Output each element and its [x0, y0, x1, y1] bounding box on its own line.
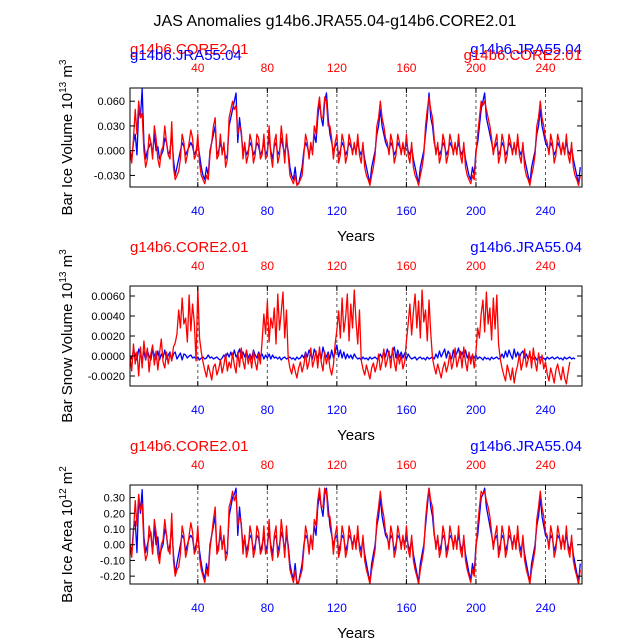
- y-axis-title-exp: 12: [58, 488, 69, 500]
- y-axis-title-unit-exp: 3: [58, 59, 69, 65]
- x-tick-label-top: 80: [261, 61, 275, 75]
- y-tick-label: 0.00: [104, 540, 125, 552]
- y-axis-title: Bar Snow Volume 1013 m3: [58, 249, 76, 423]
- legend-jra: g14b6.JRA55.04: [470, 41, 582, 58]
- x-tick-label-top: 40: [191, 458, 205, 472]
- x-tick-label-top: 240: [535, 61, 555, 75]
- y-axis-title-unit-exp: 2: [58, 466, 69, 472]
- panel-1: -0.030 0.000 0.030 0.060 40 40 80 80 120 120 160 16…: [58, 41, 583, 245]
- x-tick-label-bottom: 240: [535, 601, 555, 615]
- x-tick-label-top: 160: [396, 458, 416, 472]
- y-axis-title-unit: m: [59, 472, 76, 489]
- x-tick-label-bottom: 40: [191, 601, 205, 615]
- y-tick-label: 0.20: [104, 508, 125, 520]
- x-tick-label-top: 120: [327, 259, 347, 273]
- y-axis-title-exp: 13: [58, 81, 69, 93]
- y-axis-title: Bar Ice Volume 1013 m3: [58, 59, 76, 215]
- x-tick-label-bottom: 240: [535, 403, 555, 417]
- figure-title: JAS Anomalies g14b6.JRA55.04-g14b6.CORE2…: [154, 13, 517, 30]
- series-line-core: [130, 487, 581, 584]
- x-tick-label-bottom: 160: [396, 204, 416, 218]
- y-tick-label: 0.0020: [91, 331, 125, 343]
- x-tick-label-top: 120: [327, 61, 347, 75]
- x-tick-label-bottom: 120: [327, 403, 347, 417]
- y-tick-label: 0.060: [97, 96, 125, 108]
- series-line-core: [130, 287, 571, 385]
- x-tick-label-top: 240: [535, 458, 555, 472]
- y-tick-label: 0.000: [97, 146, 125, 158]
- x-axis-title: Years: [337, 625, 375, 638]
- panel-2: -0.0020 0.0000 0.0020 0.0040 0.0060 40 40 80 80 1…: [58, 239, 583, 444]
- series-line-jra: [130, 344, 576, 361]
- x-tick-label-top: 160: [396, 259, 416, 273]
- x-tick-label-bottom: 80: [261, 204, 275, 218]
- y-tick-label: 0.0040: [91, 311, 125, 323]
- plot-frame: [129, 484, 583, 585]
- x-tick-label-bottom: 200: [466, 204, 486, 218]
- legend-jra: g14b6.JRA55.04: [470, 239, 582, 256]
- panels: -0.030 0.000 0.030 0.060 40 40 80 80 120 120 160 16…: [58, 41, 583, 638]
- y-tick-label: 0.0000: [91, 351, 125, 363]
- legend-core: g14b6.CORE2.01: [130, 438, 248, 455]
- x-tick-label-bottom: 200: [466, 601, 486, 615]
- x-tick-label-bottom: 40: [191, 204, 205, 218]
- x-tick-label-top: 80: [261, 259, 275, 273]
- x-tick-label-bottom: 120: [327, 601, 347, 615]
- y-axis-title-main: Bar Snow Volume 10: [59, 283, 76, 423]
- legend-jra: g14b6.JRA55.04: [470, 438, 582, 455]
- x-tick-label-top: 200: [466, 458, 486, 472]
- y-tick-label: -0.10: [100, 555, 125, 567]
- series-line-core: [130, 96, 581, 187]
- x-tick-label-bottom: 120: [327, 204, 347, 218]
- x-tick-label-top: 160: [396, 61, 416, 75]
- x-tick-label-bottom: 160: [396, 601, 416, 615]
- legend-core: g14b6.CORE2.01: [130, 41, 248, 58]
- plot-frame: [129, 87, 583, 188]
- x-axis-title: Years: [337, 228, 375, 245]
- x-tick-label-top: 200: [466, 61, 486, 75]
- y-axis-title-main: Bar Ice Area 10: [59, 499, 76, 602]
- y-tick-label: -0.0020: [88, 371, 125, 383]
- y-tick-label: -0.030: [94, 170, 125, 182]
- x-tick-label-bottom: 240: [535, 204, 555, 218]
- legend-core-overlap: g14b6.CORE2.01: [464, 47, 582, 64]
- x-tick-label-top: 40: [191, 259, 205, 273]
- legend-jra-overlap: g14b6.JRA55.04: [130, 47, 242, 64]
- y-tick-label: 0.030: [97, 121, 125, 133]
- y-tick-label: 0.30: [104, 493, 125, 505]
- legend-core: g14b6.CORE2.01: [130, 239, 248, 256]
- y-axis-title-exp: 13: [58, 271, 69, 283]
- x-tick-label-bottom: 40: [191, 403, 205, 417]
- y-axis-title-unit: m: [59, 65, 76, 82]
- panel-3: -0.20 -0.10 0.00 0.10 0.20 0.30 40 40 80 80 120 120…: [58, 438, 583, 638]
- x-axis-title: Years: [337, 427, 375, 444]
- y-tick-label: 0.0060: [91, 291, 125, 303]
- x-tick-label-bottom: 80: [261, 601, 275, 615]
- y-axis-title-unit-exp: 3: [58, 249, 69, 255]
- y-tick-label: 0.10: [104, 524, 125, 536]
- x-tick-label-bottom: 160: [396, 403, 416, 417]
- x-tick-label-top: 80: [261, 458, 275, 472]
- x-tick-label-bottom: 80: [261, 403, 275, 417]
- x-tick-label-top: 200: [466, 259, 486, 273]
- y-tick-label: -0.20: [100, 571, 125, 583]
- x-tick-label-bottom: 200: [466, 403, 486, 417]
- x-tick-label-top: 120: [327, 458, 347, 472]
- y-axis-title: Bar Ice Area 1012 m2: [58, 466, 76, 603]
- x-tick-label-top: 40: [191, 61, 205, 75]
- y-axis-title-unit: m: [59, 255, 76, 272]
- y-axis-title-main: Bar Ice Volume 10: [59, 93, 76, 216]
- x-tick-label-top: 240: [535, 259, 555, 273]
